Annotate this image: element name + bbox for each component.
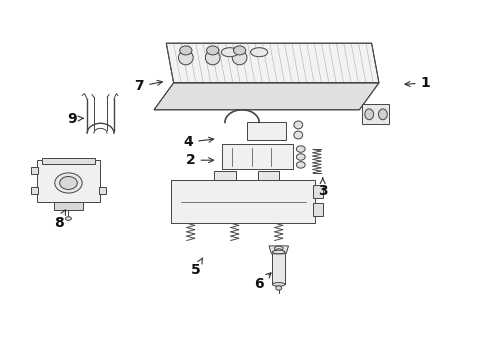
Bar [41, 158, 95, 164]
Bar [312, 203, 322, 216]
Text: 2: 2 [185, 153, 213, 167]
Ellipse shape [206, 46, 219, 55]
Ellipse shape [293, 131, 302, 139]
Ellipse shape [178, 50, 193, 65]
Bar [31, 187, 38, 194]
Ellipse shape [205, 50, 220, 65]
Ellipse shape [250, 48, 267, 57]
Bar [257, 171, 279, 180]
Ellipse shape [272, 250, 285, 254]
Bar [171, 180, 315, 223]
Circle shape [60, 176, 77, 189]
Bar [99, 187, 106, 194]
Ellipse shape [272, 283, 285, 286]
Text: 3: 3 [317, 178, 327, 198]
Bar [246, 122, 285, 140]
Bar [312, 185, 322, 198]
Text: 6: 6 [254, 273, 270, 291]
Text: 7: 7 [134, 80, 162, 93]
Polygon shape [154, 83, 378, 110]
Circle shape [55, 173, 82, 193]
Polygon shape [166, 43, 378, 83]
Ellipse shape [274, 246, 283, 251]
Text: 5: 5 [190, 258, 203, 277]
Ellipse shape [180, 46, 192, 55]
Ellipse shape [275, 286, 281, 290]
Text: 9: 9 [67, 112, 83, 126]
Bar [272, 252, 285, 284]
Bar [214, 171, 236, 180]
Bar [31, 167, 38, 174]
Polygon shape [268, 246, 288, 254]
Text: 1: 1 [404, 76, 429, 90]
Ellipse shape [378, 109, 386, 120]
Ellipse shape [221, 48, 238, 57]
Ellipse shape [296, 162, 305, 168]
Ellipse shape [296, 154, 305, 160]
Ellipse shape [233, 46, 245, 55]
Ellipse shape [232, 50, 246, 65]
Bar [361, 104, 388, 124]
Ellipse shape [293, 121, 302, 129]
Ellipse shape [65, 217, 71, 220]
Text: 4: 4 [183, 135, 213, 149]
Bar [37, 160, 100, 202]
Text: 8: 8 [54, 210, 65, 230]
Ellipse shape [296, 146, 305, 152]
Bar [222, 144, 293, 169]
Ellipse shape [275, 249, 282, 253]
Bar [54, 202, 83, 210]
Ellipse shape [364, 109, 373, 120]
